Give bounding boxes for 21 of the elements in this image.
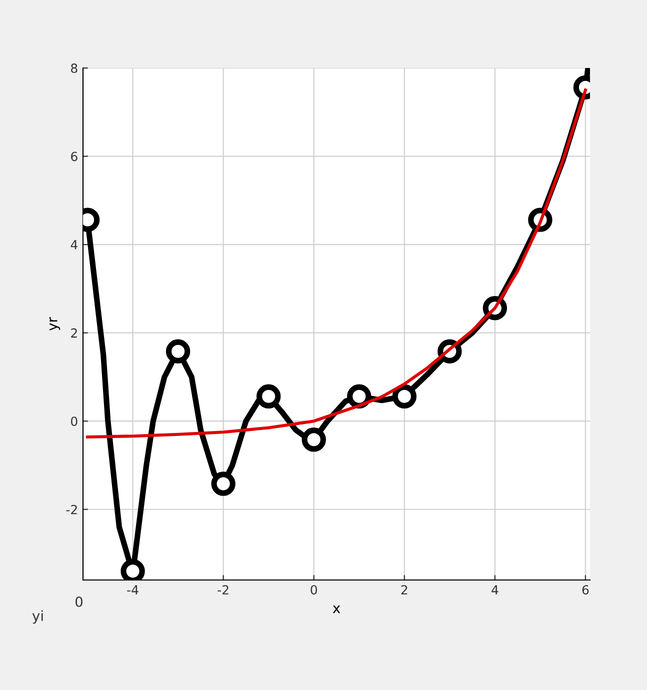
y-tick-label: 4: [70, 240, 78, 250]
y-tick-label: 6: [71, 152, 78, 162]
y-tick-label: -2: [66, 504, 77, 514]
point: [302, 428, 326, 452]
x-tick-label: -2: [218, 585, 228, 594]
y-tick-label: 2: [71, 328, 77, 338]
point: [347, 384, 372, 408]
x-tick-label: -4: [127, 585, 138, 594]
y-tick-label: 0: [71, 416, 78, 426]
point: [211, 472, 236, 496]
point: [256, 384, 281, 408]
y-axis-title: yr: [49, 317, 60, 331]
x-tick-label: 2: [401, 585, 408, 594]
x-axis-title: x: [332, 605, 340, 614]
point: [392, 384, 416, 408]
y-tick-label: 8: [71, 63, 78, 73]
point: [166, 339, 190, 364]
text: yi: [32, 610, 43, 624]
x-tick-label: 6: [582, 585, 589, 595]
x-tick-label: 0: [310, 585, 318, 595]
x-tick-label: 4: [492, 585, 498, 594]
